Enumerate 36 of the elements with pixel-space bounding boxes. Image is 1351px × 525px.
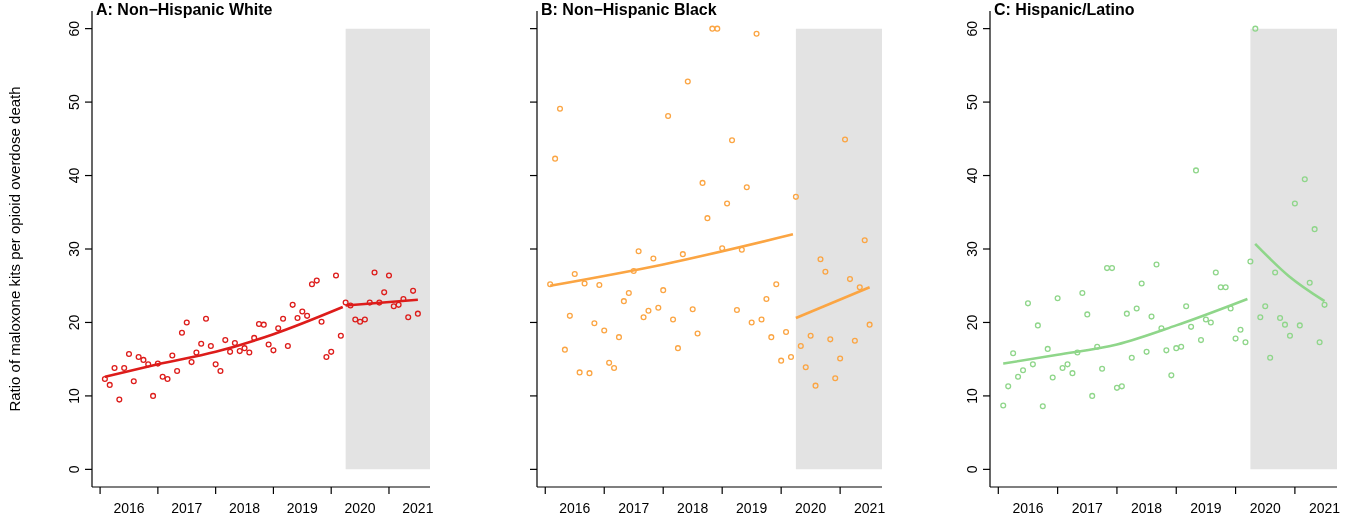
y-tick-label: 30 — [964, 241, 980, 257]
x-tick-label: 2019 — [286, 500, 319, 516]
y-tick-label: 50 — [964, 94, 980, 110]
y-tick-label: 10 — [964, 387, 980, 404]
y-tick-label: 0 — [964, 465, 980, 474]
x-tick-label: 2021 — [854, 500, 886, 516]
x-tick-label: 2020 — [795, 500, 827, 516]
chart-title: A: Non−Hispanic White — [96, 1, 273, 19]
y-tick-label: 10 — [66, 387, 82, 404]
x-tick-label: 2021 — [1308, 500, 1341, 516]
x-tick-label: 2020 — [1249, 500, 1282, 516]
y-tick-label: 20 — [964, 314, 980, 331]
y-tick-label: 40 — [66, 167, 82, 184]
y-tick-label: 60 — [964, 20, 980, 37]
x-tick-label: 2016 — [559, 500, 591, 516]
x-tick-label: 2018 — [1131, 500, 1163, 516]
x-tick-label: 2016 — [113, 500, 145, 516]
x-tick-label: 2019 — [1190, 500, 1222, 516]
chart-title: C: Hispanic/Latino — [994, 1, 1135, 19]
x-tick-label: 2016 — [1012, 500, 1044, 516]
x-tick-label: 2017 — [171, 500, 203, 516]
y-tick-label: 20 — [66, 314, 82, 331]
x-tick-label: 2017 — [1071, 500, 1104, 516]
y-tick-label: 60 — [66, 20, 82, 37]
y-axis-title: Ratio of maloxone kits per opioid overdose death — [6, 86, 23, 412]
chart-title: B: Non−Hispanic Black — [541, 1, 717, 19]
y-tick-label: 30 — [66, 241, 82, 257]
x-tick-label: 2018 — [677, 500, 709, 516]
x-tick-label: 2018 — [228, 500, 261, 516]
y-tick-label: 40 — [964, 167, 980, 184]
y-tick-label: 50 — [66, 94, 82, 110]
x-tick-label: 2017 — [618, 500, 650, 516]
x-tick-label: 2020 — [344, 500, 376, 516]
x-tick-label: 2021 — [402, 500, 434, 516]
x-tick-label: 2019 — [736, 500, 768, 516]
y-tick-label: 0 — [66, 465, 82, 474]
